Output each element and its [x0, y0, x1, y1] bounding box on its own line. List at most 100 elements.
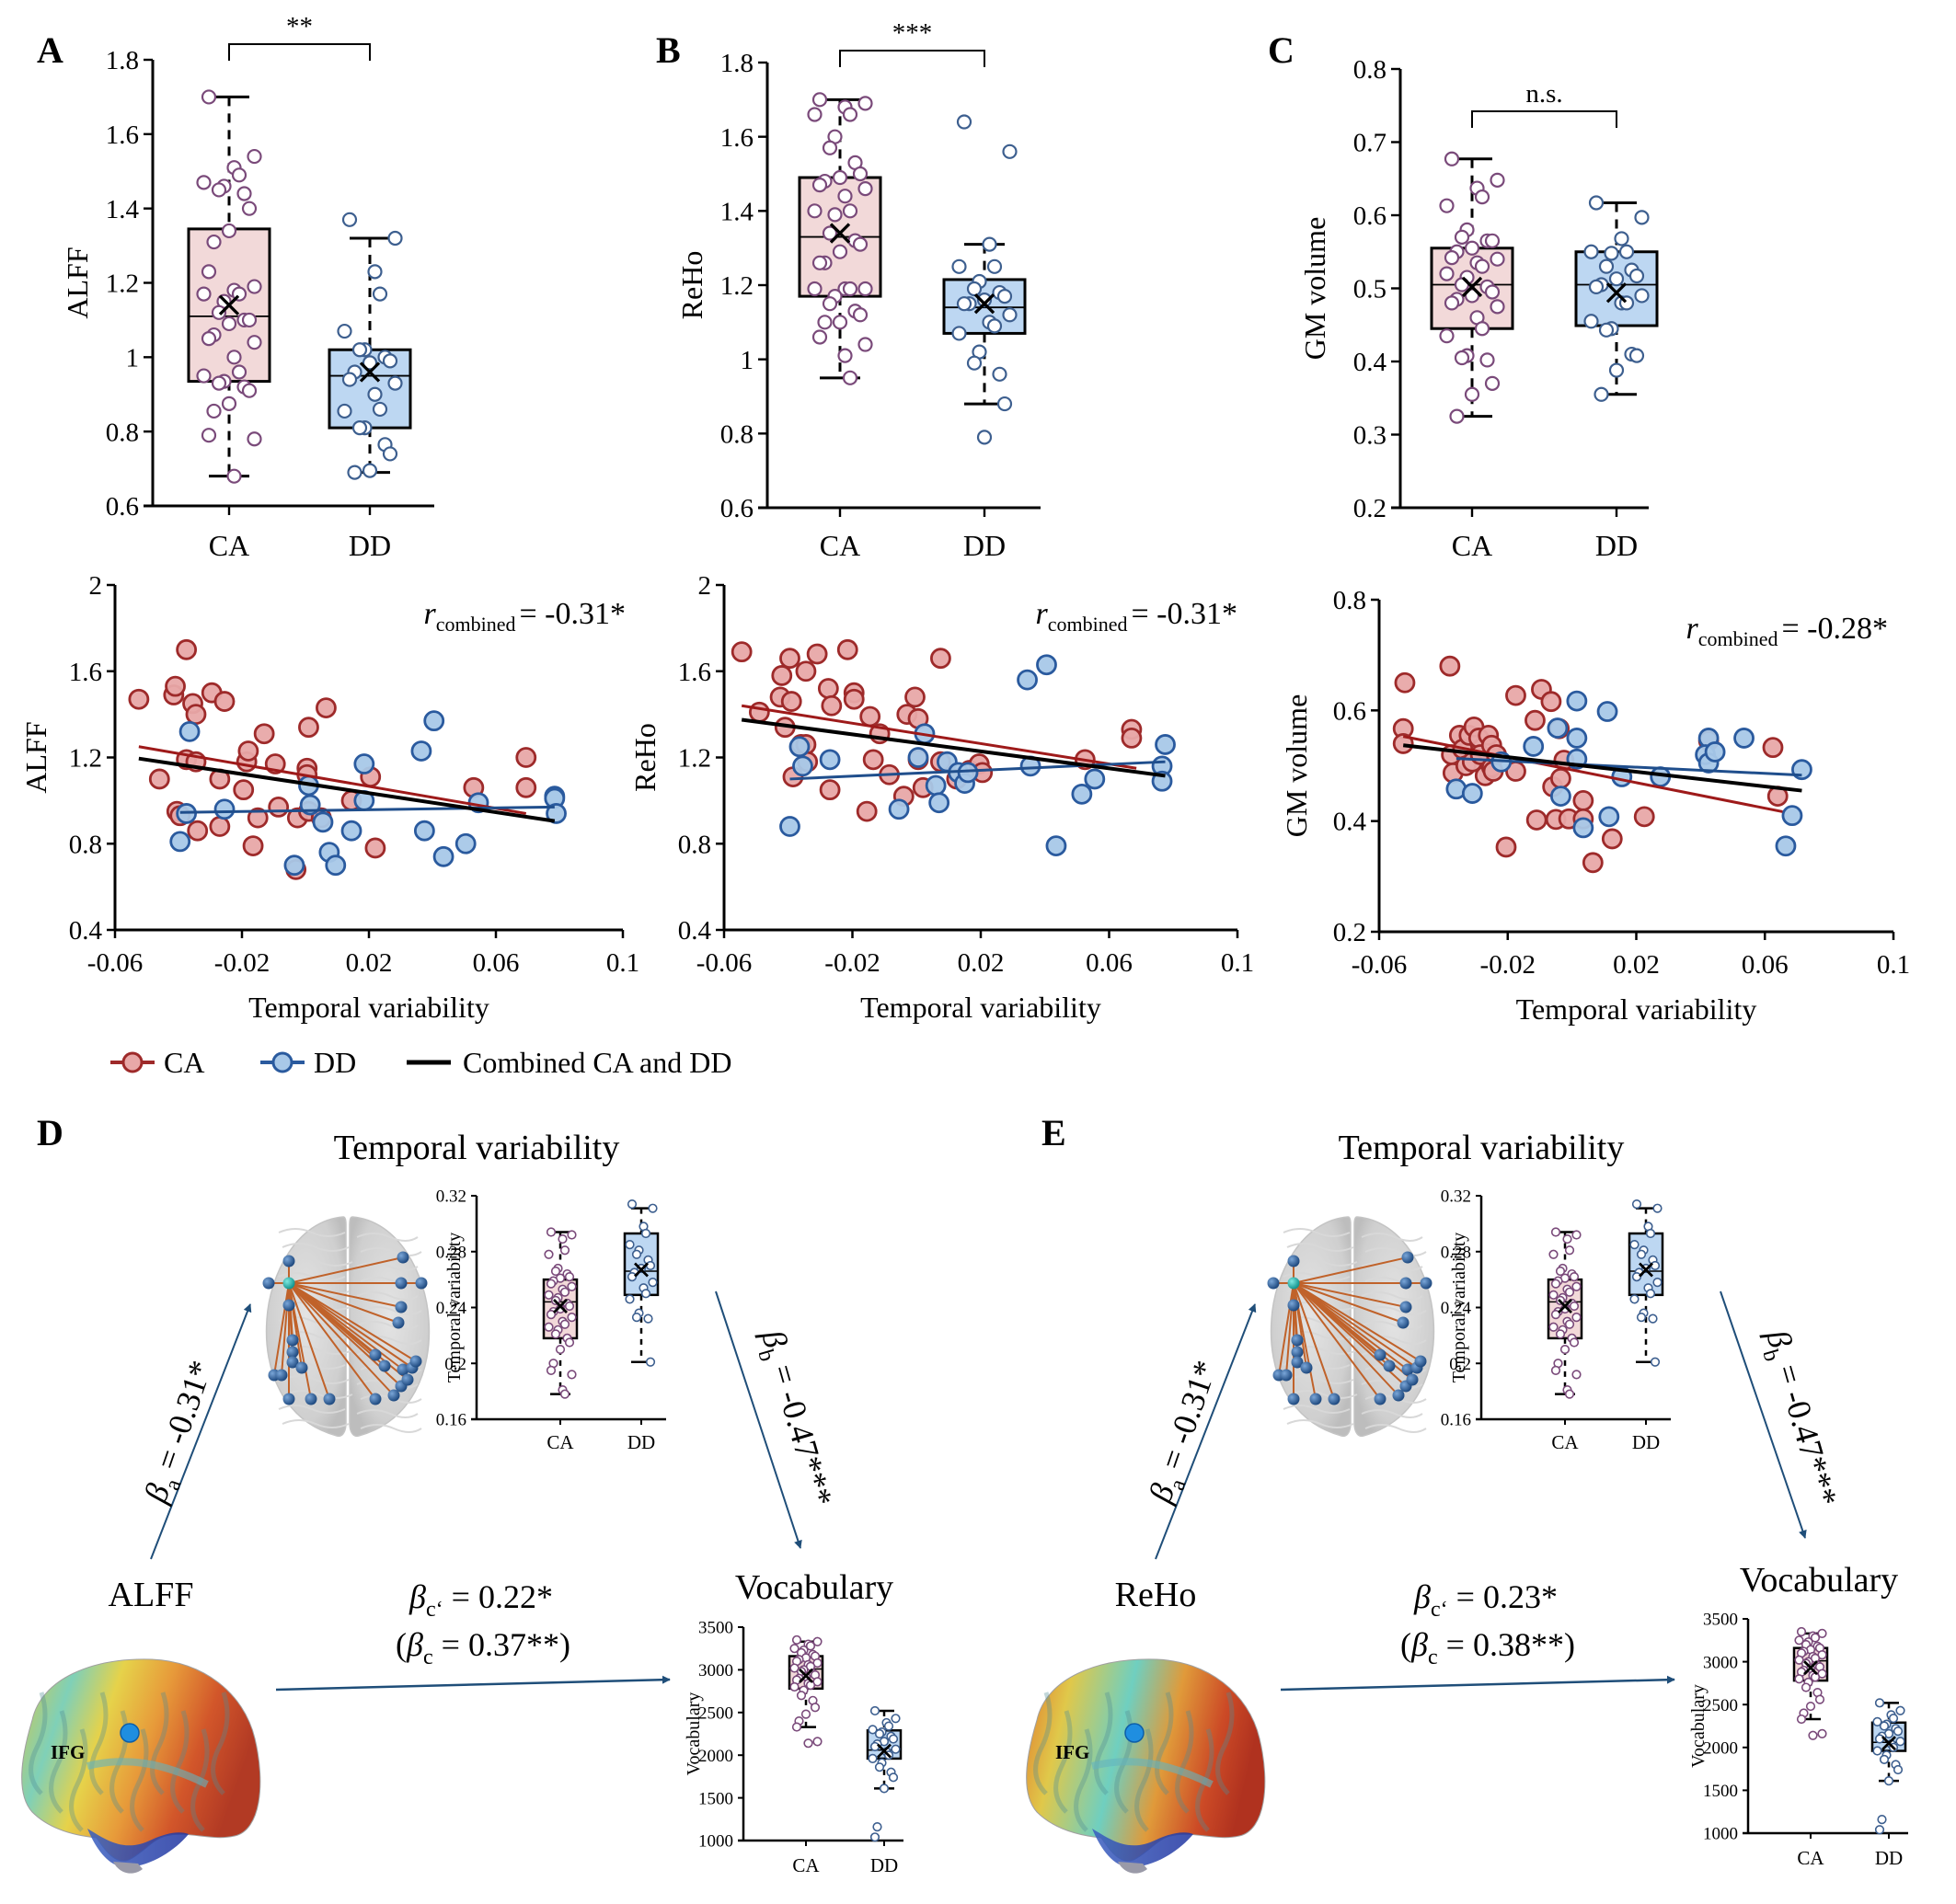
data-point [226, 468, 242, 484]
y-axis-label: Vocabulary [684, 1692, 704, 1776]
data-point-dd [325, 855, 347, 877]
data-point [1598, 322, 1615, 338]
data-point [1650, 1357, 1661, 1367]
paren: ( [1400, 1626, 1411, 1663]
data-point [559, 1319, 570, 1329]
data-point [842, 281, 858, 297]
data-point [852, 166, 869, 182]
data-point-dd [432, 845, 454, 867]
data-point-ca [780, 691, 802, 712]
data-point [627, 1199, 638, 1210]
data-point-ca [731, 641, 753, 663]
beta-subscript: c‘ [426, 1598, 443, 1622]
y-tick-label: 1 [741, 346, 754, 375]
data-point [852, 236, 869, 252]
inset-box-plot-vocabulary: 1000 1500 2000 2500 3000 3500 Vocabulary CA DD [1688, 1611, 1908, 1869]
data-point [1564, 1319, 1575, 1329]
gyrus-texture [1283, 1228, 1351, 1237]
data-point [992, 366, 1007, 382]
data-point [211, 304, 227, 320]
data-point [1571, 1230, 1582, 1240]
data-point [1550, 1309, 1561, 1320]
data-point [807, 107, 823, 122]
gyrus-texture [356, 1262, 419, 1271]
data-point-dd [907, 747, 929, 768]
beta-symbol: β [406, 1626, 423, 1663]
data-point [1588, 279, 1605, 295]
data-point [811, 255, 828, 270]
data-point [1583, 314, 1599, 329]
data-point [337, 323, 352, 339]
data-point-ca [771, 665, 793, 686]
data-point-ca [237, 740, 259, 762]
data-point [1571, 1281, 1582, 1291]
data-point-ca [862, 749, 884, 771]
legend-label-combined: Combined CA and DD [463, 1046, 731, 1079]
beta-value: = -0.47*** [762, 1352, 840, 1510]
path-coefficient: βc‘ = 0.22* [408, 1578, 553, 1622]
data-point-ca [1525, 709, 1546, 731]
data-point [842, 107, 858, 122]
data-point [1796, 1714, 1807, 1725]
data-point-ca [1572, 790, 1594, 811]
sulcus-texture [211, 1692, 230, 1795]
connectivity-edge [1293, 1282, 1418, 1369]
legend-label-ca: CA [164, 1046, 204, 1079]
data-point [1652, 1203, 1663, 1213]
y-tick-label: 1.2 [678, 744, 711, 774]
data-point-ca [247, 807, 269, 829]
data-point [857, 281, 873, 297]
x-category-label: CA [820, 529, 860, 562]
data-point [1629, 1240, 1640, 1250]
data-point [196, 286, 212, 302]
y-tick-label: 1.8 [720, 49, 754, 78]
data-point [372, 286, 388, 302]
mediation-panel-e: E Temporal variability ReHo Vocabulary IFG βa… [1026, 1112, 1908, 1874]
data-point [888, 1772, 899, 1783]
x-category-label: CA [209, 529, 249, 562]
gyrus-texture [282, 1243, 350, 1252]
panel-letter-d: D [37, 1112, 63, 1153]
data-point [1444, 295, 1460, 311]
brain-axial-connectivity-image [1267, 1216, 1435, 1438]
connectivity-edge [1293, 1282, 1404, 1324]
data-point [857, 337, 873, 352]
data-point-dd [1596, 701, 1618, 722]
data-point [564, 1271, 575, 1282]
region-label: IFG [51, 1741, 85, 1763]
connectivity-edge [288, 1282, 376, 1400]
y-tick-label: 2 [698, 571, 712, 601]
cerebellum [1118, 1862, 1147, 1874]
data-point-dd [779, 816, 800, 837]
temporal-pole [1092, 1829, 1193, 1868]
data-point [891, 1714, 901, 1724]
data-point [1794, 1674, 1804, 1684]
brain-node [387, 1389, 400, 1402]
data-point [812, 1636, 823, 1646]
mean-marker [1461, 276, 1483, 298]
box-group-ca [542, 1227, 579, 1399]
box-group-dd [1628, 1199, 1664, 1367]
data-point [247, 335, 262, 350]
panel-letter-b: B [656, 29, 681, 71]
mean-marker [1881, 1736, 1896, 1751]
box-plot-gm-volume: 0.2 0.3 0.4 0.5 0.6 0.7 0.8 GM volume CA DD n.s. [1298, 55, 1659, 562]
brain-node [286, 1356, 299, 1369]
data-point [837, 348, 853, 363]
data-point-ca [843, 688, 865, 710]
connectivity-edge [1293, 1282, 1421, 1362]
x-tick-label: -0.06 [696, 948, 752, 978]
data-point-ca [242, 835, 264, 856]
y-tick-label: 1.8 [106, 46, 139, 75]
data-point [1571, 1370, 1582, 1380]
data-point-ca [1505, 684, 1526, 706]
data-point [817, 315, 833, 330]
data-point [247, 279, 262, 294]
brain-node [369, 1348, 382, 1361]
data-point [982, 236, 997, 252]
brain-node [1397, 1316, 1409, 1329]
brain-node [262, 1277, 275, 1290]
connectivity-edge [288, 1282, 395, 1396]
brain-node [282, 1393, 295, 1405]
data-point [559, 1389, 570, 1399]
